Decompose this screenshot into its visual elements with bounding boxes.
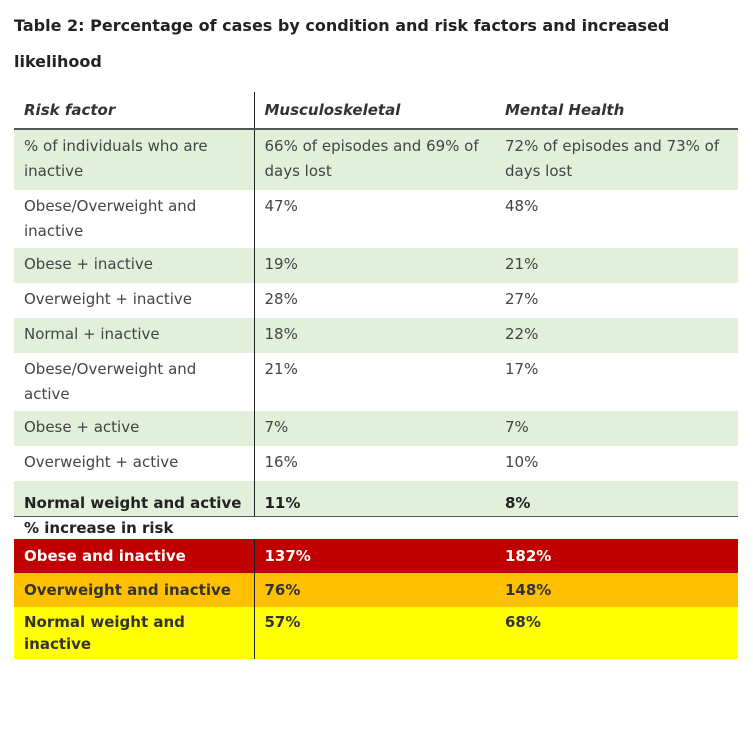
risk-row-high: Obese and inactive 137% 182% bbox=[14, 539, 738, 573]
row-msk: 47% bbox=[253, 190, 495, 248]
increase-heading: % increase in risk bbox=[24, 519, 174, 537]
table-row: Obese/Overweight and active 21% 17% bbox=[14, 353, 738, 411]
header-mental-health: Mental Health bbox=[495, 92, 738, 130]
row-msk: 28% bbox=[253, 283, 495, 318]
row-msk: 11% bbox=[253, 481, 495, 517]
row-mh: 21% bbox=[495, 248, 738, 283]
row-msk: 16% bbox=[253, 446, 495, 481]
header-musculoskeletal: Musculoskeletal bbox=[253, 92, 495, 130]
row-msk: 7% bbox=[253, 411, 495, 446]
table-row: % of individuals who are inactive 66% of… bbox=[14, 129, 738, 190]
row-msk: 19% bbox=[253, 248, 495, 283]
row-mh: 48% bbox=[505, 197, 539, 215]
risk-msk: 76% bbox=[253, 573, 495, 607]
row-factor: Obese/Overweight and inactive bbox=[24, 197, 197, 240]
table-title: Table 2: Percentage of cases by conditio… bbox=[14, 16, 670, 71]
row-mh: 72% of episodes and 73% of days lost bbox=[495, 129, 738, 190]
risk-msk: 57% bbox=[253, 607, 495, 659]
table-row: Overweight + active 16% 10% bbox=[14, 446, 738, 481]
row-mh: 10% bbox=[505, 453, 539, 471]
row-factor: Overweight + active bbox=[24, 453, 179, 471]
table-row: Obese + inactive 19% 21% bbox=[14, 248, 738, 283]
risk-mh: 182% bbox=[495, 539, 738, 573]
risk-row-medium: Overweight and inactive 76% 148% bbox=[14, 573, 738, 607]
risk-factor: Obese and inactive bbox=[14, 539, 254, 573]
row-factor: Overweight + inactive bbox=[24, 290, 193, 308]
row-factor: Normal weight and active bbox=[14, 481, 254, 517]
table-row: Overweight + inactive 28% 27% bbox=[14, 283, 738, 318]
risk-table: Risk factor Musculoskeletal Mental Healt… bbox=[14, 92, 738, 659]
row-msk: 66% of episodes and 69% of days lost bbox=[253, 129, 495, 190]
table-row: Normal + inactive 18% 22% bbox=[14, 318, 738, 353]
row-mh: 22% bbox=[495, 318, 738, 353]
row-factor: Obese + inactive bbox=[14, 248, 254, 283]
row-mh: 7% bbox=[495, 411, 738, 446]
row-factor: Obese + active bbox=[14, 411, 254, 446]
row-mh: 27% bbox=[505, 290, 539, 308]
row-factor: Normal + inactive bbox=[14, 318, 254, 353]
risk-row-low: Normal weight and inactive 57% 68% bbox=[14, 607, 738, 659]
table-row: Normal weight and active 11% 8% bbox=[14, 481, 738, 517]
increase-heading-row: % increase in risk bbox=[14, 517, 738, 540]
risk-mh: 68% bbox=[495, 607, 738, 659]
header-row: Risk factor Musculoskeletal Mental Healt… bbox=[14, 92, 738, 130]
header-risk-factor: Risk factor bbox=[14, 92, 254, 130]
risk-factor: Normal weight and inactive bbox=[14, 607, 254, 659]
row-factor: Obese/Overweight and active bbox=[24, 360, 197, 403]
risk-msk: 137% bbox=[253, 539, 495, 573]
table-row: Obese/Overweight and inactive 47% 48% bbox=[14, 190, 738, 248]
row-mh: 8% bbox=[495, 481, 738, 517]
table-row: Obese + active 7% 7% bbox=[14, 411, 738, 446]
risk-factor: Overweight and inactive bbox=[14, 573, 254, 607]
risk-mh: 148% bbox=[495, 573, 738, 607]
row-msk: 21% bbox=[253, 353, 495, 411]
row-msk: 18% bbox=[253, 318, 495, 353]
row-mh: 17% bbox=[505, 360, 539, 378]
row-factor: % of individuals who are inactive bbox=[14, 129, 254, 190]
